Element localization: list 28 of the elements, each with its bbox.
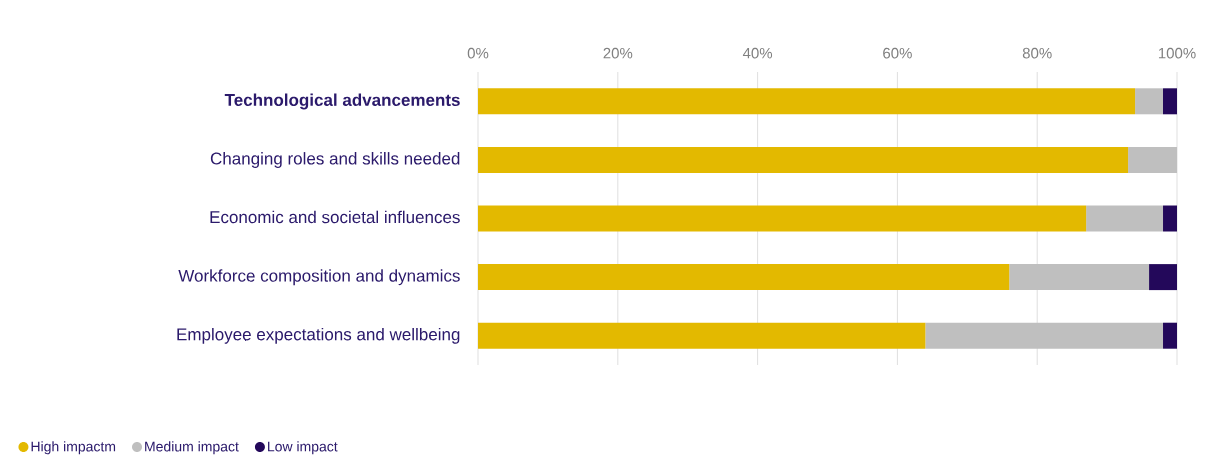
bar xyxy=(1128,146,1178,173)
bar xyxy=(1086,205,1164,232)
bar xyxy=(1009,264,1150,291)
legend-label: Low impact xyxy=(268,441,338,455)
bar xyxy=(1163,322,1178,349)
x-tick-label: 0% xyxy=(467,47,489,59)
bar xyxy=(925,322,1164,349)
x-tick-label: 80% xyxy=(1022,47,1052,59)
y-tick-label: Technological advancements xyxy=(224,93,460,110)
y-tick-label: Changing roles and skills needed xyxy=(210,152,460,168)
x-tick-label: 60% xyxy=(883,47,912,59)
bar xyxy=(478,322,926,349)
bar xyxy=(478,88,1136,115)
y-tick-label: Economic and societal influences xyxy=(210,210,460,224)
bar xyxy=(478,146,1129,173)
bar xyxy=(1163,205,1178,232)
x-tick-label: 100% xyxy=(1158,47,1196,59)
bar xyxy=(478,205,1087,232)
y-tick-label: Workforce composition and dynamics xyxy=(178,269,460,286)
bar xyxy=(1135,88,1164,115)
bar xyxy=(1149,264,1178,291)
x-tick-label: 20% xyxy=(603,47,633,59)
legend-label: Medium impact xyxy=(145,441,239,455)
y-tick-label: Employee expectations and wellbeing xyxy=(177,327,460,344)
bar xyxy=(1163,88,1178,115)
legend-label: High impactm xyxy=(31,441,116,455)
bar xyxy=(478,264,1010,291)
x-tick-label: 40% xyxy=(742,47,773,59)
